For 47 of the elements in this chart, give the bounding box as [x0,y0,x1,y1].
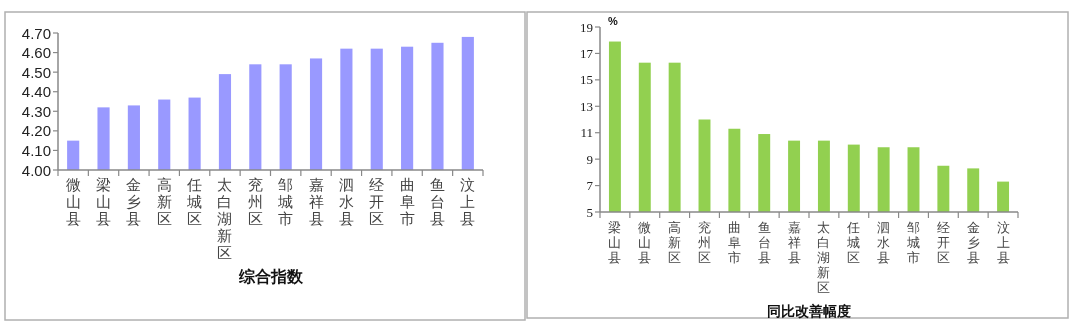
x-tick-label: 兖州区 [698,220,711,265]
x-tick-label: 微山县 [638,220,652,265]
x-tick-label: 汶上县 [460,176,476,228]
y-tick-label: 17 [580,45,594,61]
y-tick-label: 4.60 [21,44,51,62]
y-tick-label: 11 [580,125,593,141]
y-tick-label: 19 [580,19,593,35]
x-tick-label: 金乡县 [126,176,142,228]
x-tick-label: 高新区 [156,176,172,228]
x-tick-label: 泗水县 [877,220,891,265]
x-tick-label: 邹城市 [906,220,920,265]
y-tick-label: 4.40 [21,83,51,101]
x-tick-label: 梁山县 [96,176,112,228]
y-tick-label: 9 [586,151,593,167]
x-tick-label: 泗水县 [338,176,354,228]
y-tick-label: 15 [580,72,593,88]
x-tick-label: 梁山县 [608,220,622,265]
text: 同比改善幅度 [767,303,851,319]
x-tick-label: 微山县 [65,176,81,228]
x-tick-label: 曲阜市 [727,220,741,265]
x-tick-label: 鱼台县 [429,176,445,228]
x-tick-label: 鱼台县 [757,220,771,265]
x-tick-label: 嘉祥县 [787,220,801,265]
y-axis-title: % [608,15,618,27]
x-tick-label: 太白湖新区 [217,176,233,262]
x-tick-label: 经开区 [936,220,950,265]
x-tick-label: 任城区 [846,220,861,265]
y-tick-label: 7 [586,178,594,194]
y-tick-label: 4.30 [21,102,51,120]
x-tick-label: 汶上县 [996,220,1010,265]
y-tick-label: 4.00 [21,161,51,179]
x-tick-label: 经开区 [369,176,385,228]
x-tick-label: 曲阜市 [399,176,415,228]
y-tick-label: 4.50 [21,63,51,81]
y-tick-label: 5 [586,204,593,220]
x-tick-label: 邹城市 [277,176,294,228]
text: 综合指数 [237,267,304,286]
x-tick-label: 兖州区 [247,176,263,228]
y-tick-label: 4.20 [21,122,51,140]
x-tick-label: 任城区 [186,176,203,228]
x-tick-label: 金乡县 [966,220,980,265]
y-tick-label: 4.10 [21,141,51,159]
x-tick-label: 嘉祥县 [308,176,324,228]
x-tick-label: 太白湖新区 [817,220,831,295]
y-tick-label: 4.70 [21,24,51,42]
y-tick-label: 13 [580,98,593,114]
x-tick-label: 高新区 [668,220,682,265]
